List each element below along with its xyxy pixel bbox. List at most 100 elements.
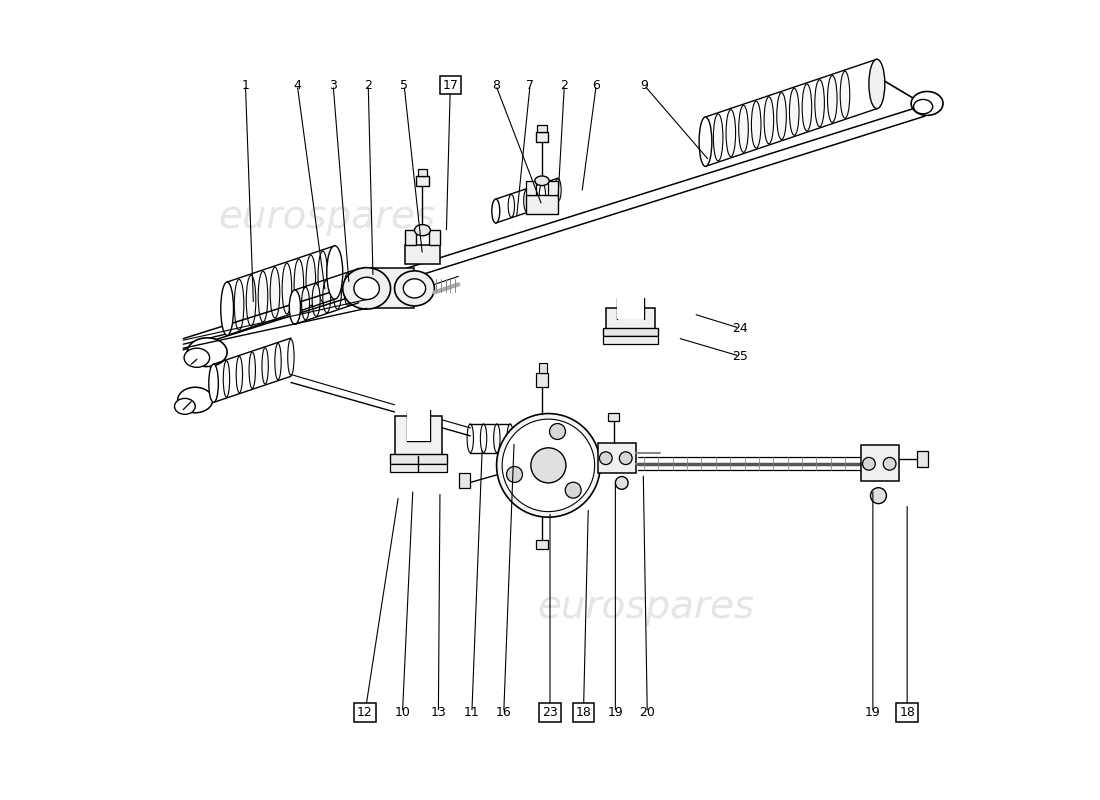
Bar bbox=[861, 446, 899, 482]
Ellipse shape bbox=[751, 101, 761, 148]
Ellipse shape bbox=[700, 117, 712, 166]
Bar bbox=[416, 176, 429, 186]
Text: 13: 13 bbox=[430, 706, 447, 719]
Ellipse shape bbox=[764, 97, 773, 144]
Ellipse shape bbox=[327, 246, 343, 299]
Ellipse shape bbox=[883, 458, 896, 470]
Bar bbox=[536, 539, 549, 549]
Bar bbox=[536, 132, 549, 142]
Ellipse shape bbox=[234, 279, 244, 330]
Ellipse shape bbox=[739, 106, 748, 152]
Ellipse shape bbox=[322, 280, 331, 313]
Ellipse shape bbox=[223, 361, 230, 397]
Bar bbox=[604, 328, 658, 336]
Ellipse shape bbox=[246, 275, 256, 326]
Ellipse shape bbox=[312, 284, 320, 316]
Ellipse shape bbox=[862, 458, 876, 470]
Bar bbox=[429, 230, 440, 245]
Ellipse shape bbox=[494, 424, 501, 453]
Text: 6: 6 bbox=[592, 78, 601, 91]
Ellipse shape bbox=[481, 424, 487, 453]
Text: 16: 16 bbox=[496, 706, 512, 719]
Ellipse shape bbox=[343, 268, 390, 309]
Bar bbox=[916, 451, 928, 467]
Ellipse shape bbox=[802, 84, 812, 131]
Ellipse shape bbox=[615, 477, 628, 490]
Bar bbox=[389, 464, 448, 472]
Ellipse shape bbox=[301, 287, 309, 320]
Bar bbox=[395, 416, 442, 456]
Text: 8: 8 bbox=[492, 78, 499, 91]
Bar bbox=[405, 245, 440, 264]
Ellipse shape bbox=[404, 279, 426, 298]
Ellipse shape bbox=[344, 273, 352, 306]
Text: 2: 2 bbox=[364, 78, 372, 91]
Ellipse shape bbox=[492, 199, 499, 223]
Text: 19: 19 bbox=[607, 706, 624, 719]
Ellipse shape bbox=[289, 290, 300, 324]
Bar bbox=[418, 169, 427, 176]
Ellipse shape bbox=[306, 255, 316, 306]
Ellipse shape bbox=[827, 75, 837, 122]
Ellipse shape bbox=[209, 364, 219, 402]
Ellipse shape bbox=[249, 352, 255, 389]
Text: 12: 12 bbox=[358, 706, 373, 719]
Bar bbox=[363, 269, 415, 308]
Ellipse shape bbox=[777, 93, 786, 139]
Ellipse shape bbox=[531, 448, 565, 483]
Ellipse shape bbox=[290, 291, 299, 323]
Text: eurospares: eurospares bbox=[537, 588, 755, 626]
Bar bbox=[405, 230, 416, 245]
Ellipse shape bbox=[535, 176, 549, 186]
Text: 19: 19 bbox=[865, 706, 881, 719]
Ellipse shape bbox=[726, 110, 736, 157]
Bar bbox=[526, 181, 537, 195]
Ellipse shape bbox=[507, 466, 522, 482]
Ellipse shape bbox=[493, 200, 499, 222]
Ellipse shape bbox=[415, 225, 430, 236]
Text: eurospares: eurospares bbox=[218, 198, 436, 236]
Ellipse shape bbox=[554, 178, 561, 202]
Bar bbox=[597, 443, 636, 474]
Text: 20: 20 bbox=[639, 706, 656, 719]
Ellipse shape bbox=[840, 71, 850, 118]
Text: 18: 18 bbox=[575, 706, 592, 719]
Text: 11: 11 bbox=[464, 706, 480, 719]
Ellipse shape bbox=[236, 356, 242, 393]
Ellipse shape bbox=[508, 194, 515, 217]
Ellipse shape bbox=[318, 251, 328, 302]
Ellipse shape bbox=[539, 184, 546, 206]
Bar bbox=[548, 181, 558, 195]
Bar bbox=[608, 413, 619, 421]
Ellipse shape bbox=[619, 452, 632, 465]
Ellipse shape bbox=[870, 488, 887, 504]
Ellipse shape bbox=[178, 387, 212, 413]
Text: 3: 3 bbox=[329, 78, 337, 91]
Ellipse shape bbox=[262, 348, 268, 384]
Ellipse shape bbox=[565, 482, 581, 498]
Bar bbox=[537, 125, 547, 132]
Text: 17: 17 bbox=[442, 78, 459, 91]
Ellipse shape bbox=[911, 91, 943, 115]
Text: 9: 9 bbox=[640, 78, 648, 91]
Ellipse shape bbox=[701, 118, 711, 165]
Ellipse shape bbox=[790, 88, 799, 135]
Text: 25: 25 bbox=[732, 350, 748, 362]
Ellipse shape bbox=[507, 424, 514, 453]
Ellipse shape bbox=[271, 267, 279, 318]
Ellipse shape bbox=[330, 247, 340, 298]
Ellipse shape bbox=[354, 278, 379, 299]
Text: 2: 2 bbox=[560, 78, 569, 91]
Ellipse shape bbox=[600, 452, 613, 465]
Text: 10: 10 bbox=[395, 706, 410, 719]
Bar bbox=[604, 336, 658, 344]
Ellipse shape bbox=[354, 270, 363, 302]
Ellipse shape bbox=[468, 424, 473, 453]
Ellipse shape bbox=[714, 114, 723, 161]
Ellipse shape bbox=[187, 338, 227, 366]
Ellipse shape bbox=[869, 59, 884, 109]
Ellipse shape bbox=[258, 271, 267, 322]
Bar bbox=[407, 410, 430, 442]
Bar bbox=[537, 373, 548, 387]
Ellipse shape bbox=[395, 271, 434, 306]
